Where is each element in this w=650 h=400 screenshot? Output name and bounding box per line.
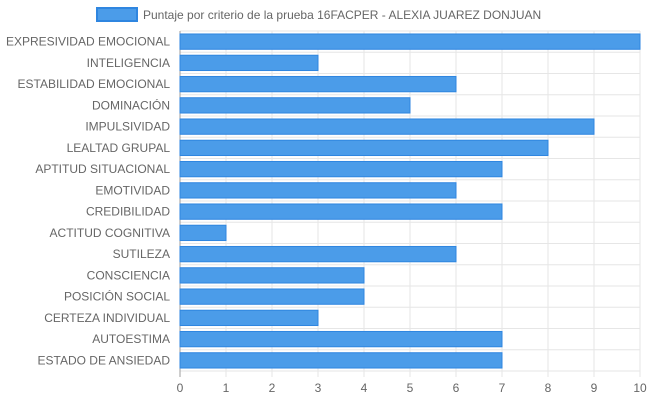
- bar[interactable]: [179, 54, 319, 72]
- x-tick-label: 3: [315, 381, 322, 395]
- bar[interactable]: [179, 97, 411, 114]
- category-label: SUTILEZA: [113, 247, 170, 261]
- x-tick-label: 0: [177, 381, 184, 395]
- bar[interactable]: [179, 352, 503, 369]
- category-label: EMOTIVIDAD: [95, 183, 170, 197]
- bar[interactable]: [179, 245, 457, 263]
- bar[interactable]: [179, 267, 365, 284]
- category-label: CONSCIENCIA: [87, 268, 170, 282]
- bar[interactable]: [179, 139, 549, 157]
- category-label: ESTADO DE ANSIEDAD: [38, 353, 171, 367]
- x-tick-label: 2: [269, 381, 276, 395]
- bar[interactable]: [179, 309, 319, 327]
- category-label: CERTEZA INDIVIDUAL: [44, 311, 170, 325]
- bar[interactable]: [179, 160, 503, 178]
- category-label: ESTABILIDAD EMOCIONAL: [18, 77, 171, 91]
- x-tick-label: 5: [407, 381, 414, 395]
- bar[interactable]: [179, 182, 457, 199]
- category-label: INTELIGENCIA: [87, 56, 170, 70]
- x-tick-label: 4: [361, 381, 368, 395]
- x-tick-label: 8: [545, 381, 552, 395]
- x-axis-labels: 0 1 2 3 4 5 6 7 8 9 10: [177, 381, 647, 395]
- x-tick-label: 6: [453, 381, 460, 395]
- bar[interactable]: [179, 75, 457, 93]
- y-axis-labels: EXPRESIVIDAD EMOCIONAL INTELIGENCIA ESTABI…: [6, 35, 170, 368]
- bar[interactable]: [179, 118, 595, 135]
- category-label: LEALTAD GRUPAL: [67, 141, 171, 155]
- bar[interactable]: [179, 33, 641, 50]
- bar[interactable]: [179, 224, 227, 242]
- x-tick-label: 9: [591, 381, 598, 395]
- category-label: DOMINACIÓN: [92, 97, 170, 112]
- category-label: EXPRESIVIDAD EMOCIONAL: [6, 35, 170, 49]
- category-label: CREDIBILIDAD: [86, 205, 170, 219]
- bar[interactable]: [179, 288, 365, 305]
- category-label: APTITUD SITUACIONAL: [35, 162, 170, 176]
- category-label: ACTITUD COGNITIVA: [50, 226, 170, 240]
- bar[interactable]: [179, 330, 503, 348]
- chart-legend[interactable]: Puntaje por criterio de la prueba 16FACP…: [96, 7, 541, 22]
- category-label: IMPULSIVIDAD: [85, 120, 170, 134]
- chart-bars: [179, 33, 641, 369]
- legend-swatch: [96, 7, 138, 22]
- x-tick-label: 7: [499, 381, 506, 395]
- legend-label: Puntaje por criterio de la prueba 16FACP…: [143, 8, 541, 22]
- x-tick-label: 1: [223, 381, 230, 395]
- category-label: AUTOESTIMA: [92, 332, 170, 346]
- bar[interactable]: [179, 203, 503, 220]
- category-label: POSICIÓN SOCIAL: [64, 289, 170, 304]
- x-tick-label: 10: [633, 381, 647, 395]
